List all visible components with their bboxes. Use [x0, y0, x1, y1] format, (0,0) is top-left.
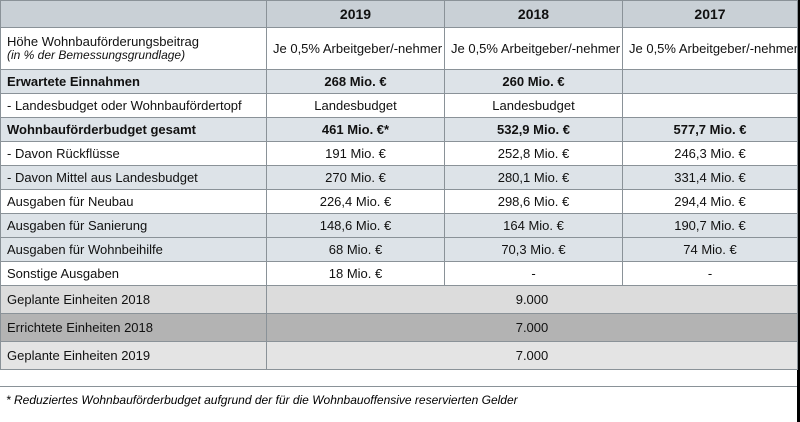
- merged-cell: 7.000: [266, 313, 798, 342]
- header-row: 2019 2018 2017: [0, 0, 798, 28]
- table-cell: 331,4 Mio. €: [622, 165, 798, 190]
- table-cell: 148,6 Mio. €: [266, 213, 445, 238]
- table-row: - Davon Mittel aus Landesbudget 270 Mio.…: [0, 165, 798, 190]
- table-cell: 298,6 Mio. €: [444, 189, 623, 214]
- row-label: Geplante Einheiten 2018: [0, 285, 267, 314]
- table-cell: 270 Mio. €: [266, 165, 445, 190]
- table-cell: 70,3 Mio. €: [444, 237, 623, 262]
- units-row: Errichtete Einheiten 2018 7.000: [0, 313, 798, 342]
- housing-budget-table: 2019 2018 2017 Höhe Wohnbauförderungsbei…: [0, 0, 798, 370]
- table-cell: 190,7 Mio. €: [622, 213, 798, 238]
- table-row: Höhe Wohnbauförderungsbeitrag (in % der …: [0, 27, 798, 70]
- row-label: - Landesbudget oder Wohnbaufördertopf: [0, 93, 267, 118]
- table-cell: 577,7 Mio. €: [622, 117, 798, 142]
- column-header: 2017: [622, 0, 798, 28]
- table-cell: Je 0,5% Arbeitgeber/-nehmer: [622, 27, 798, 70]
- merged-cell: 7.000: [266, 341, 798, 370]
- row-label: Erwartete Einnahmen: [0, 69, 267, 94]
- units-row: Geplante Einheiten 2018 9.000: [0, 285, 798, 314]
- table-cell: -: [444, 261, 623, 286]
- table-cell: Landesbudget: [266, 93, 445, 118]
- table-row: Wohnbauförderbudget gesamt 461 Mio. €* 5…: [0, 117, 798, 142]
- table-row: - Landesbudget oder Wohnbaufördertopf La…: [0, 93, 798, 118]
- table-cell: 226,4 Mio. €: [266, 189, 445, 214]
- table-cell: Je 0,5% Arbeitgeber/-nehmer: [444, 27, 623, 70]
- table-cell: 252,8 Mio. €: [444, 141, 623, 166]
- header-corner: [0, 0, 267, 28]
- table-cell: -: [622, 261, 798, 286]
- row-sublabel: (in % der Bemessungsgrundlage): [7, 48, 186, 62]
- row-label: Errichtete Einheiten 2018: [0, 313, 267, 342]
- table-cell: 532,9 Mio. €: [444, 117, 623, 142]
- table-row: - Davon Rückflüsse 191 Mio. € 252,8 Mio.…: [0, 141, 798, 166]
- table-row: Ausgaben für Wohnbeihilfe 68 Mio. € 70,3…: [0, 237, 798, 262]
- row-label: Wohnbauförderbudget gesamt: [0, 117, 267, 142]
- merged-cell: 9.000: [266, 285, 798, 314]
- table-cell: [622, 69, 798, 94]
- table-cell: 68 Mio. €: [266, 237, 445, 262]
- table-cell: 461 Mio. €*: [266, 117, 445, 142]
- row-label: Höhe Wohnbauförderungsbeitrag (in % der …: [0, 27, 267, 70]
- row-label: Ausgaben für Wohnbeihilfe: [0, 237, 267, 262]
- table-row: Erwartete Einnahmen 268 Mio. € 260 Mio. …: [0, 69, 798, 94]
- units-row: Geplante Einheiten 2019 7.000: [0, 341, 798, 370]
- table-cell: [622, 93, 798, 118]
- row-label-main: Höhe Wohnbauförderungsbeitrag: [7, 34, 200, 49]
- table-row: Sonstige Ausgaben 18 Mio. € - -: [0, 261, 798, 286]
- row-label: Sonstige Ausgaben: [0, 261, 267, 286]
- table-cell: 268 Mio. €: [266, 69, 445, 94]
- table-cell: Landesbudget: [444, 93, 623, 118]
- row-label: Ausgaben für Neubau: [0, 189, 267, 214]
- table-cell: 260 Mio. €: [444, 69, 623, 94]
- table-cell: Je 0,5% Arbeitgeber/-nehmer: [266, 27, 445, 70]
- table-cell: 18 Mio. €: [266, 261, 445, 286]
- row-label: Geplante Einheiten 2019: [0, 341, 267, 370]
- column-header: 2019: [266, 0, 445, 28]
- table-cell: 280,1 Mio. €: [444, 165, 623, 190]
- row-label: Ausgaben für Sanierung: [0, 213, 267, 238]
- table-cell: 74 Mio. €: [622, 237, 798, 262]
- table-cell: 246,3 Mio. €: [622, 141, 798, 166]
- footnote: * Reduziertes Wohnbauförderbudget aufgru…: [0, 386, 797, 422]
- row-label: - Davon Rückflüsse: [0, 141, 267, 166]
- table-cell: 164 Mio. €: [444, 213, 623, 238]
- column-header: 2018: [444, 0, 623, 28]
- table-cell: 191 Mio. €: [266, 141, 445, 166]
- table-cell: 294,4 Mio. €: [622, 189, 798, 214]
- table-row: Ausgaben für Sanierung 148,6 Mio. € 164 …: [0, 213, 798, 238]
- table-row: Ausgaben für Neubau 226,4 Mio. € 298,6 M…: [0, 189, 798, 214]
- row-label: - Davon Mittel aus Landesbudget: [0, 165, 267, 190]
